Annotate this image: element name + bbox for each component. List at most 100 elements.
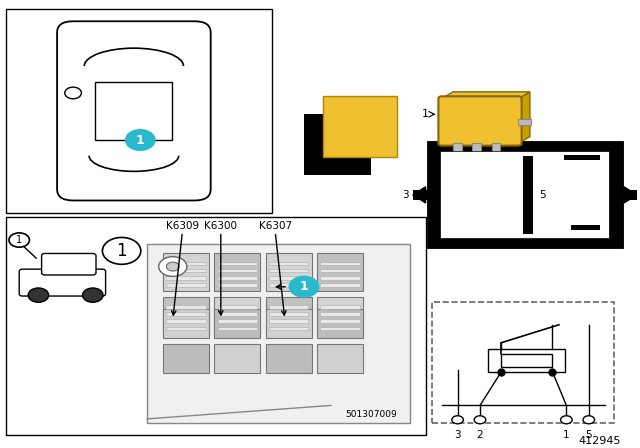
Bar <box>218 283 257 287</box>
Bar <box>269 319 308 323</box>
Bar <box>320 269 360 272</box>
Bar <box>323 96 397 157</box>
Bar <box>523 156 533 234</box>
Bar <box>218 276 257 280</box>
Bar <box>166 305 206 309</box>
Bar <box>166 269 206 272</box>
Bar <box>571 225 600 230</box>
Polygon shape <box>518 92 530 143</box>
Text: 1: 1 <box>612 153 619 163</box>
Text: 1: 1 <box>16 235 22 245</box>
Circle shape <box>125 130 155 150</box>
Circle shape <box>166 262 179 271</box>
Bar <box>413 190 430 200</box>
Bar <box>95 82 172 140</box>
Bar <box>166 319 206 323</box>
Text: 3: 3 <box>402 190 408 200</box>
Bar <box>6 217 426 435</box>
Circle shape <box>452 416 463 424</box>
Bar <box>214 253 260 291</box>
Circle shape <box>159 257 187 276</box>
Bar <box>620 190 637 200</box>
Bar <box>492 143 500 161</box>
Circle shape <box>102 237 141 264</box>
Bar <box>266 344 312 373</box>
Bar <box>163 253 209 291</box>
Bar <box>214 297 260 335</box>
Bar <box>320 283 360 287</box>
Bar <box>564 155 600 160</box>
Bar <box>166 327 206 330</box>
Bar <box>317 309 363 338</box>
Text: 412945: 412945 <box>579 436 621 446</box>
Bar <box>166 312 206 316</box>
Bar <box>218 269 257 272</box>
Text: 1: 1 <box>563 430 570 440</box>
FancyBboxPatch shape <box>42 254 96 275</box>
Circle shape <box>474 416 486 424</box>
Bar <box>166 283 206 287</box>
Text: K6307: K6307 <box>259 221 292 231</box>
Bar <box>320 276 360 280</box>
Circle shape <box>561 416 572 424</box>
Bar <box>269 269 308 272</box>
Text: 2: 2 <box>612 223 619 233</box>
Bar <box>214 344 260 373</box>
Text: 1: 1 <box>136 134 145 146</box>
Bar <box>320 319 360 323</box>
Bar <box>488 349 565 372</box>
Bar <box>6 9 272 213</box>
Polygon shape <box>442 92 530 99</box>
Text: 501307009: 501307009 <box>345 410 397 419</box>
Text: 2: 2 <box>477 430 483 440</box>
Circle shape <box>28 288 49 302</box>
Bar <box>218 262 257 265</box>
Polygon shape <box>624 187 637 203</box>
Bar <box>166 276 206 280</box>
Text: 1: 1 <box>116 242 127 260</box>
Bar <box>269 305 308 309</box>
FancyBboxPatch shape <box>19 269 106 296</box>
Bar <box>317 253 363 291</box>
Bar <box>320 305 360 309</box>
Bar <box>317 297 363 335</box>
Text: 1: 1 <box>422 109 429 119</box>
Bar <box>472 143 481 161</box>
Polygon shape <box>413 187 426 203</box>
Bar <box>269 327 308 330</box>
Bar <box>304 114 371 175</box>
Circle shape <box>583 416 595 424</box>
Circle shape <box>65 87 81 99</box>
Bar <box>269 283 308 287</box>
Bar <box>166 262 206 265</box>
Bar <box>163 309 209 338</box>
Text: 5: 5 <box>540 190 546 200</box>
Bar <box>163 344 209 373</box>
Bar <box>269 262 308 265</box>
Bar <box>218 312 257 316</box>
Bar <box>320 312 360 316</box>
FancyBboxPatch shape <box>57 21 211 200</box>
Bar <box>269 276 308 280</box>
Bar <box>269 312 308 316</box>
Bar <box>320 262 360 265</box>
Circle shape <box>9 233 29 247</box>
Bar <box>266 297 312 335</box>
Bar <box>429 143 621 246</box>
Bar <box>266 309 312 338</box>
Bar <box>218 305 257 309</box>
Circle shape <box>289 276 319 297</box>
Bar <box>317 344 363 373</box>
Text: 1: 1 <box>300 280 308 293</box>
Text: K6309: K6309 <box>166 221 199 231</box>
Bar <box>163 297 209 335</box>
Bar <box>147 244 410 423</box>
Text: 5: 5 <box>586 430 592 440</box>
Bar <box>218 319 257 323</box>
Bar <box>440 151 609 238</box>
Text: K6300: K6300 <box>204 221 237 231</box>
Bar <box>518 119 531 125</box>
Bar <box>214 309 260 338</box>
Circle shape <box>83 288 103 302</box>
Bar <box>218 327 257 330</box>
